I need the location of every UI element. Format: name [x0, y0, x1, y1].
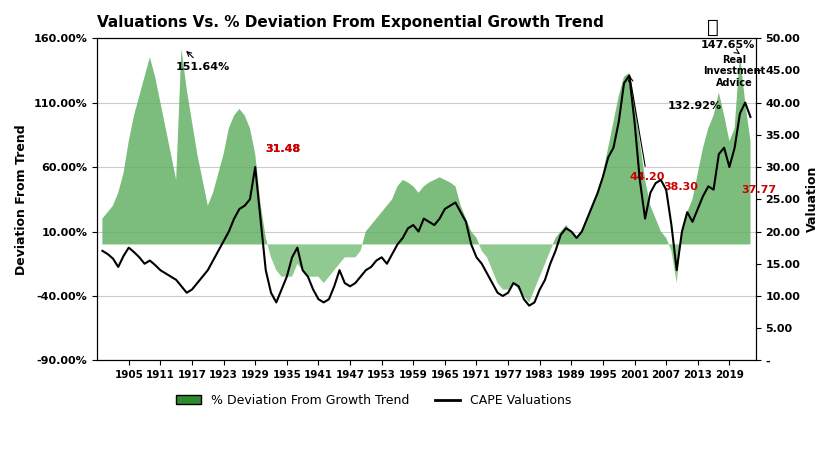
Y-axis label: Deviation From Trend: Deviation From Trend — [15, 124, 28, 274]
Legend: % Deviation From Growth Trend, CAPE Valuations: % Deviation From Growth Trend, CAPE Valu… — [171, 389, 576, 412]
Text: 44.20: 44.20 — [629, 77, 665, 182]
Text: 151.64%: 151.64% — [176, 52, 230, 72]
Text: 132.92%: 132.92% — [667, 101, 721, 111]
Text: Real
Investment
Advice: Real Investment Advice — [703, 55, 765, 88]
Y-axis label: Valuation: Valuation — [806, 166, 819, 233]
Text: Valuations Vs. % Deviation From Exponential Growth Trend: Valuations Vs. % Deviation From Exponent… — [97, 15, 604, 30]
Text: 38.30: 38.30 — [664, 182, 698, 192]
Text: 🦅: 🦅 — [707, 18, 719, 37]
Text: 31.48: 31.48 — [266, 144, 301, 154]
Text: 147.65%: 147.65% — [701, 40, 755, 53]
Text: 37.77: 37.77 — [741, 185, 776, 195]
Text: 31.48: 31.48 — [266, 144, 301, 154]
